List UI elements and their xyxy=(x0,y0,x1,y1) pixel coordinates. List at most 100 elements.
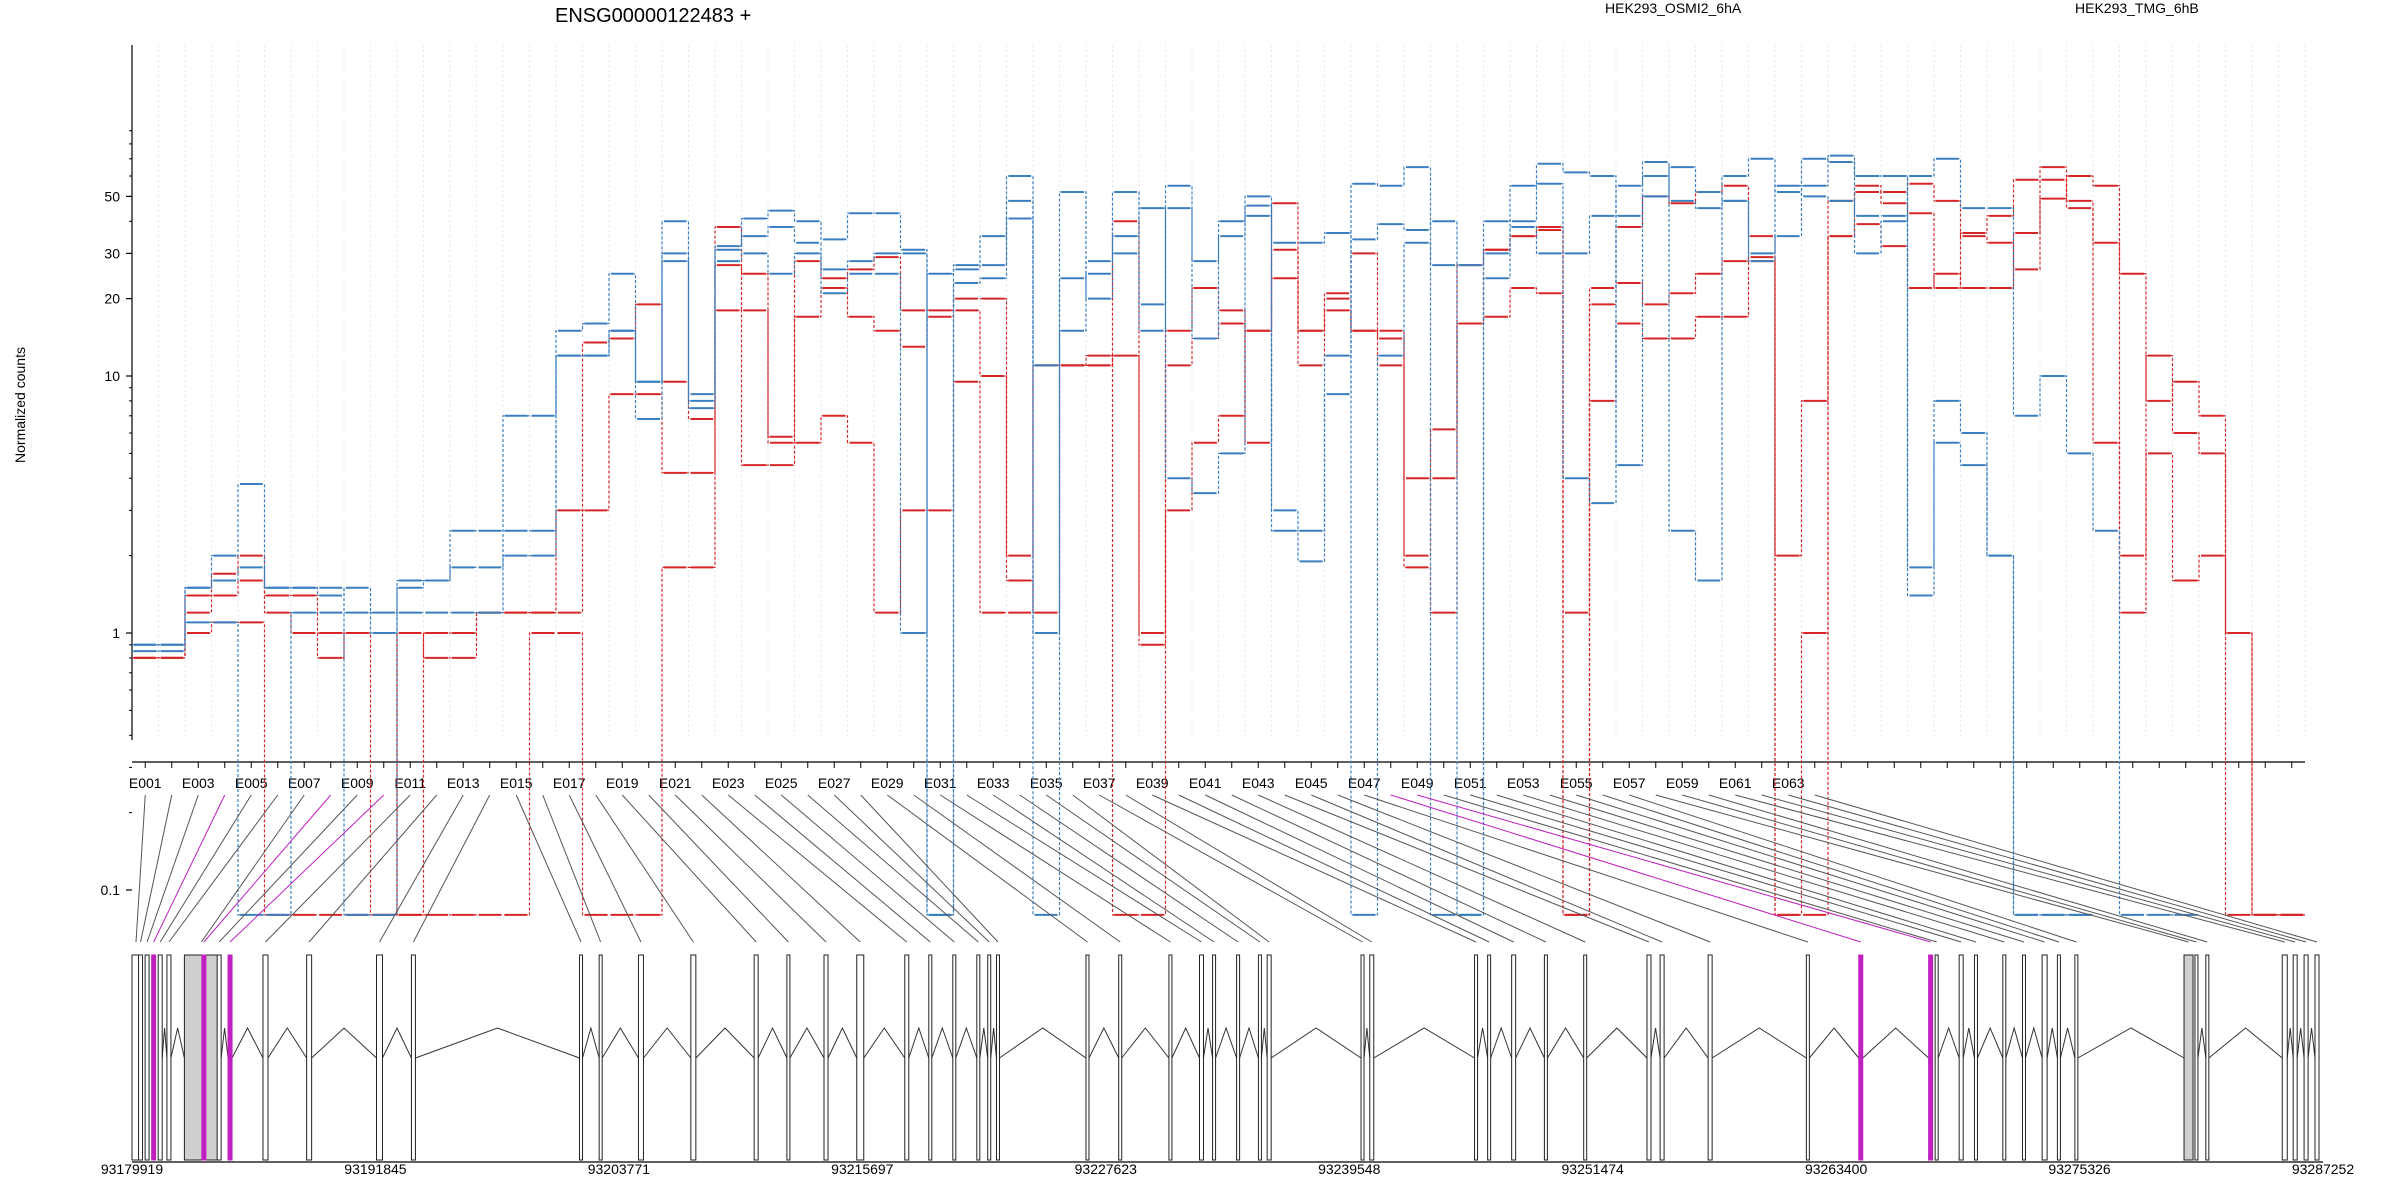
exon-connector xyxy=(1735,794,2285,943)
intron-line xyxy=(1121,1027,1170,1059)
exon-connectors xyxy=(135,794,2318,943)
exon-box xyxy=(1118,954,1123,1161)
exon-box xyxy=(306,954,313,1161)
intron-line xyxy=(1711,1027,1807,1059)
intron-line xyxy=(1171,1026,1200,1059)
intron-line xyxy=(311,1027,377,1059)
exon-connector xyxy=(265,794,411,943)
exon-box xyxy=(1487,954,1492,1161)
exon-connector xyxy=(621,794,757,943)
intron-line xyxy=(1363,1027,1371,1059)
axes: 0.1 1 10 20 30 50 E001 E003 E005 E007 E009 E011 E013… xyxy=(101,45,2305,898)
exon-tick-label: E047 xyxy=(1348,775,1381,791)
intron-line xyxy=(231,1026,264,1059)
exon-box xyxy=(375,954,383,1161)
exon-connector xyxy=(153,794,226,943)
exon-tick-label: E027 xyxy=(818,775,851,791)
intron-line xyxy=(601,1027,639,1059)
legend-entry-tmg: HEK293_TMG_6hB xyxy=(2075,0,2199,16)
intron-line xyxy=(2296,1027,2305,1059)
exon-tick-label: E003 xyxy=(182,775,215,791)
exon-connector xyxy=(229,794,385,943)
exon-box xyxy=(995,954,1000,1161)
exon-tick-label: E015 xyxy=(500,775,533,791)
intron-line xyxy=(2046,1027,2058,1059)
exon-connector xyxy=(1576,794,2045,943)
exon-connector xyxy=(886,794,1088,943)
exon-tick-label: E051 xyxy=(1454,775,1487,791)
exon-box xyxy=(1168,954,1173,1161)
y-tick-label: 0.1 xyxy=(101,882,121,898)
exon-tick-label: E059 xyxy=(1666,775,1699,791)
intron-line xyxy=(931,1026,954,1059)
exon-tick-label: E053 xyxy=(1507,775,1540,791)
exon-box xyxy=(262,954,269,1161)
exon-connector xyxy=(140,794,173,943)
genomic-tick-label: 93239548 xyxy=(1318,1161,1381,1177)
exon-box xyxy=(1085,954,1090,1161)
intron-line xyxy=(1270,1027,1362,1059)
intron-line xyxy=(1088,1026,1120,1059)
intron-line xyxy=(1808,1027,1860,1059)
exon-connector xyxy=(168,794,279,943)
genomic-tick-label: 93251474 xyxy=(1562,1161,1625,1177)
exon-box xyxy=(1958,954,1964,1161)
exon-tick-label: E029 xyxy=(871,775,904,791)
exon-tick-label: E043 xyxy=(1242,775,1275,791)
exon-box xyxy=(1369,954,1375,1161)
exon-box xyxy=(579,954,584,1161)
genomic-tick-label: 93203771 xyxy=(588,1161,651,1177)
exon-connector xyxy=(1602,794,2060,943)
exon-box xyxy=(1543,954,1548,1161)
intron-line xyxy=(220,1027,229,1059)
gene-model: 93179919 93191845 93203771 93215697 93227623… xyxy=(101,954,2354,1177)
vertical-gridlines xyxy=(131,45,2306,740)
exon-tick-label: E023 xyxy=(712,775,745,791)
exon-connector xyxy=(379,794,464,943)
exon-box xyxy=(2292,954,2298,1161)
intron-line xyxy=(2208,1027,2283,1059)
intron-line xyxy=(1202,1027,1214,1059)
exon-connector xyxy=(1205,794,1514,943)
exon-connector xyxy=(992,794,1215,943)
exon-tick-label: E025 xyxy=(765,775,798,791)
exon-connector xyxy=(1072,794,1270,943)
exon-connector xyxy=(860,794,999,943)
exon-box xyxy=(1707,954,1713,1161)
y-axis-label: Normalized counts xyxy=(12,347,28,463)
exon-connector xyxy=(412,794,491,943)
exon-box xyxy=(637,954,644,1161)
exon-box xyxy=(166,954,172,1161)
exon-box xyxy=(1212,954,1217,1161)
exon-connector xyxy=(1788,794,2307,943)
series-line xyxy=(132,158,2093,916)
exon-box xyxy=(2281,954,2288,1161)
intron-line xyxy=(1962,1027,1975,1059)
exon-connector xyxy=(542,794,602,943)
intron-line xyxy=(979,1027,989,1059)
intron-line xyxy=(2286,1027,2294,1059)
chart-title: ENSG00000122483 + xyxy=(555,5,751,27)
exon-tick-label: E031 xyxy=(924,775,957,791)
exon-connector xyxy=(146,794,199,943)
exon-box xyxy=(2194,954,2199,1161)
exon-box xyxy=(1198,954,1204,1161)
exon-tick-label: E037 xyxy=(1083,775,1116,791)
exon-connector xyxy=(1311,794,1663,943)
series-3 xyxy=(132,157,2199,916)
exon-box xyxy=(2056,954,2061,1161)
intron-line xyxy=(999,1027,1087,1059)
intron-line xyxy=(170,1027,185,1059)
exon-box xyxy=(753,954,759,1161)
intron-line xyxy=(863,1027,906,1059)
exon-box xyxy=(1973,954,1978,1161)
exon-connector xyxy=(913,794,1121,943)
exon-box xyxy=(928,954,933,1161)
exon-connector xyxy=(159,794,252,943)
exon-connector xyxy=(1019,794,1239,943)
exon-connector xyxy=(780,794,955,943)
exon-connector xyxy=(515,794,582,943)
exon-connector xyxy=(701,794,861,943)
exon-connector xyxy=(807,794,979,943)
